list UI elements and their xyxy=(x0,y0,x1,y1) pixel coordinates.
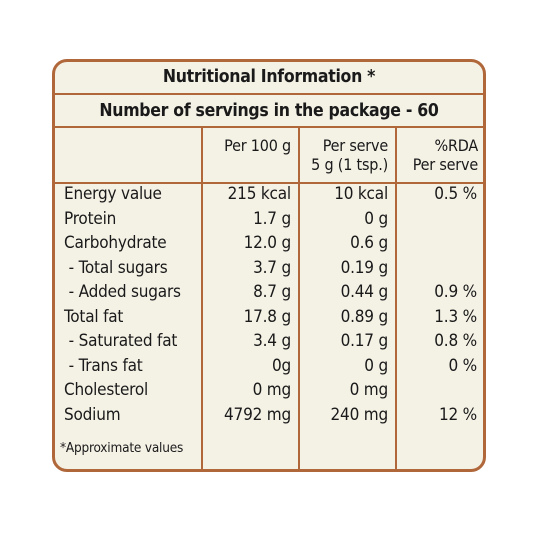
per-100g-value: 4792 mg xyxy=(224,404,291,425)
nutrient-name: Sodium xyxy=(64,404,121,425)
nutrient-name: Protein xyxy=(64,208,117,229)
rda-column: 0.5 % 0.9 % 1.3 % 0.8 % 0 % 12 % xyxy=(397,182,477,427)
rda-value: 0.5 % xyxy=(434,184,477,204)
servings-line: Number of servings in the package - 60 xyxy=(99,101,439,121)
rda-value xyxy=(397,231,477,256)
per-serve-value: 0.89 g xyxy=(340,306,389,327)
per-serve-column: 10 kcal 0 g 0.6 g 0.19 g 0.44 g 0.89 g 0… xyxy=(300,182,389,427)
column-divider-1 xyxy=(201,128,203,469)
header-per-100g: Per 100 g xyxy=(203,128,291,182)
per-100g-value: 0 mg xyxy=(252,380,292,400)
nutrient-name: Cholesterol xyxy=(64,380,149,400)
per-100g-value: 0g xyxy=(271,355,291,376)
per-serve-value: 0.17 g xyxy=(340,331,389,351)
header-per-100g-text: Per 100 g xyxy=(224,136,291,155)
nutrient-name: Energy value xyxy=(64,184,162,204)
per-serve-value: 0.44 g xyxy=(340,282,389,302)
divider-title xyxy=(55,93,483,95)
nutrient-name: - Total sugars xyxy=(64,257,168,278)
per-serve-value: 0.6 g xyxy=(350,233,388,253)
rda-value: 12 % xyxy=(438,404,477,425)
per-serve-value: 0 g xyxy=(364,208,388,229)
column-divider-3 xyxy=(395,128,397,469)
per-serve-value: 0 g xyxy=(364,355,388,376)
per-100g-value: 3.7 g xyxy=(253,257,291,278)
divider-header xyxy=(55,182,483,184)
rda-value xyxy=(397,378,477,403)
per-100g-value: 3.4 g xyxy=(253,331,291,351)
header-rda-line2: Per serve xyxy=(412,155,479,174)
nutrient-name: - Trans fat xyxy=(64,355,143,376)
nutrient-name: - Added sugars xyxy=(64,282,181,302)
nutrient-name: Carbohydrate xyxy=(64,233,167,253)
per-serve-value: 240 mg xyxy=(330,404,389,425)
header-per-serve-line1: Per serve xyxy=(322,136,389,155)
per-100g-value: 1.7 g xyxy=(253,208,291,229)
header-rda: %RDA Per serve xyxy=(397,128,479,182)
rda-value: 0 % xyxy=(448,355,477,376)
rda-value: 0.9 % xyxy=(434,282,477,302)
header-per-serve-line2: 5 g (1 tsp.) xyxy=(311,155,388,174)
per-100g-column: 215 kcal 1.7 g 12.0 g 3.7 g 8.7 g 17.8 g… xyxy=(203,182,291,427)
divider-servings xyxy=(55,126,483,128)
footnote: *Approximate values xyxy=(60,440,184,456)
column-divider-2 xyxy=(298,128,300,469)
label-title: Nutritional Information * xyxy=(162,67,376,87)
per-serve-value: 0 mg xyxy=(349,380,389,400)
rda-value: 1.3 % xyxy=(434,306,477,327)
header-rda-line1: %RDA xyxy=(434,136,478,155)
nutrient-name-column: Energy value Protein Carbohydrate - Tota… xyxy=(64,182,204,427)
per-100g-value: 8.7 g xyxy=(253,282,291,302)
rda-value xyxy=(397,207,477,232)
header-per-serve: Per serve 5 g (1 tsp.) xyxy=(300,128,388,182)
nutrient-name: - Saturated fat xyxy=(64,331,178,351)
nutrient-name: Total fat xyxy=(64,306,124,327)
nutrition-label: Nutritional Information * Number of serv… xyxy=(52,59,486,472)
rda-value xyxy=(397,256,477,281)
rda-value: 0.8 % xyxy=(434,331,477,351)
per-100g-value: 12.0 g xyxy=(243,233,292,253)
per-100g-value: 17.8 g xyxy=(243,306,292,327)
per-100g-value: 215 kcal xyxy=(227,184,292,204)
per-serve-value: 0.19 g xyxy=(340,257,389,278)
per-serve-value: 10 kcal xyxy=(334,184,388,204)
